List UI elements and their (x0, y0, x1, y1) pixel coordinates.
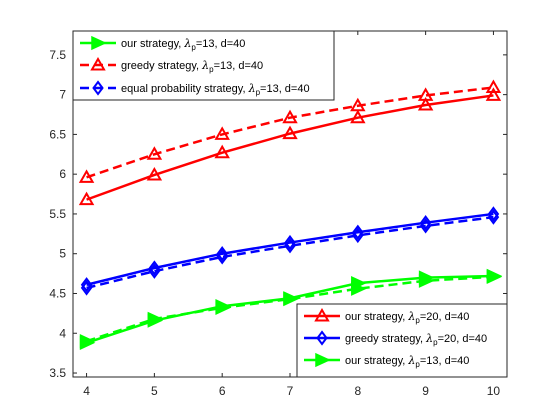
data-point-blue_solid-9 (419, 215, 432, 231)
data-point-blue_solid-6 (216, 246, 228, 262)
data-point-red_dash-4 (78, 169, 95, 183)
data-point-red_dash-5 (146, 146, 163, 160)
data-point-blue_dash-7 (284, 238, 296, 254)
series-red_solid (78, 87, 502, 206)
y-tick-label: 3.5 (49, 366, 66, 380)
legend-entry: greedy strategy, λp=13, d=40 (80, 56, 263, 74)
legend-marker-arrow (315, 352, 331, 368)
x-tick-label: 10 (487, 384, 501, 398)
series-blue_dash (80, 209, 500, 296)
data-point-green_dash-7 (283, 291, 299, 307)
legend-label: our strategy, λp=20, d=40 (345, 310, 469, 325)
series-layer (78, 79, 503, 350)
legend-label: equal probability strategy, λp=13, d=40 (121, 82, 310, 97)
y-tick-label: 6.5 (49, 127, 66, 141)
y-tick-label: 4.5 (49, 286, 66, 300)
data-point-red_dash-8 (350, 97, 366, 112)
series-line-red_solid (86, 94, 494, 201)
data-point-blue_dash-10 (487, 209, 500, 225)
data-point-green_dash-4 (79, 334, 96, 349)
data-point-red_solid-8 (350, 109, 366, 124)
data-point-blue_solid-7 (284, 234, 296, 251)
legend-entry: greedy strategy, λp=20, d=40 (304, 330, 487, 347)
data-point-red_dash-9 (417, 87, 434, 101)
data-point-blue_solid-4 (80, 277, 93, 293)
x-tick-label: 9 (422, 384, 429, 398)
y-tick-label: 5 (59, 247, 66, 261)
x-tick-label: 4 (83, 384, 90, 398)
data-point-blue_dash-8 (352, 227, 364, 244)
y-tick-label: 6 (59, 167, 66, 181)
data-point-green_dash-10 (486, 269, 503, 284)
data-point-red_solid-7 (282, 125, 298, 140)
data-point-blue_dash-4 (80, 280, 93, 296)
data-point-red_solid-9 (417, 96, 434, 111)
legend-marker-triangle (90, 56, 106, 71)
data-point-blue_solid-5 (148, 260, 161, 276)
x-tick-label: 7 (287, 384, 294, 398)
data-point-green_dash-6 (215, 300, 231, 315)
data-point-red_dash-10 (485, 79, 502, 93)
legend-entry: our strategy, λp=13, d=40 (304, 352, 469, 369)
series-line-blue_dash (86, 215, 494, 290)
legend-label: our strategy, λp=13, d=40 (345, 354, 469, 369)
legend-entry: our strategy, λp=20, d=40 (304, 307, 469, 325)
legend-bottom-right: our strategy, λp=20, d=40 greedy strategy… (296, 303, 508, 378)
data-point-green_dash-9 (418, 273, 435, 288)
legend-marker-diamond (316, 330, 328, 346)
data-point-green_dash-8 (351, 281, 367, 296)
y-tick-label: 4 (59, 326, 66, 340)
y-tick-label: 5.5 (49, 207, 66, 221)
legend-layer: our strategy, λp=13, d=40 greedy strategy… (72, 30, 508, 378)
data-point-red_solid-4 (78, 191, 95, 206)
legend-entry: equal probability strategy, λp=13, d=40 (80, 80, 310, 97)
legend-box (72, 30, 335, 101)
x-tick-label: 5 (151, 384, 158, 398)
data-point-red_dash-6 (214, 126, 230, 140)
data-point-blue_dash-9 (419, 218, 432, 234)
axes-layer: 4 5 6 7 8 9 10 3.5 4 4.5 5 5.5 6 6.5 7 7.5 (49, 30, 508, 398)
data-point-red_dash-7 (282, 109, 298, 124)
data-point-blue_dash-5 (148, 263, 161, 279)
y-tick-label: 7 (59, 88, 66, 102)
data-point-red_solid-5 (146, 166, 163, 181)
legend-label: greedy strategy, λp=13, d=40 (121, 59, 263, 74)
legend-marker-diamond (92, 80, 104, 96)
legend-label: greedy strategy, λp=20, d=40 (345, 332, 487, 347)
legend-top-left: our strategy, λp=13, d=40 greedy strategy… (72, 30, 335, 101)
data-point-blue_dash-6 (216, 249, 228, 265)
data-point-green_dash-5 (147, 311, 164, 327)
y-tick-label: 7.5 (49, 48, 66, 62)
data-point-red_solid-10 (485, 87, 502, 101)
series-line-red_dash (86, 86, 494, 179)
x-tick-label: 8 (354, 384, 361, 398)
legend-marker-arrow (91, 35, 107, 51)
series-green_dash (79, 269, 503, 349)
series-blue_solid (80, 206, 500, 293)
data-point-blue_solid-8 (352, 224, 364, 240)
legend-entry: our strategy, λp=13, d=40 (80, 35, 245, 52)
data-point-blue_solid-10 (487, 206, 500, 222)
series-line-blue_solid (86, 212, 494, 286)
series-red_dash (78, 79, 502, 183)
data-point-red_solid-6 (214, 144, 230, 159)
x-tick-label: 6 (219, 384, 226, 398)
legend-marker-triangle (314, 307, 330, 322)
legend-label: our strategy, λp=13, d=40 (121, 37, 245, 52)
